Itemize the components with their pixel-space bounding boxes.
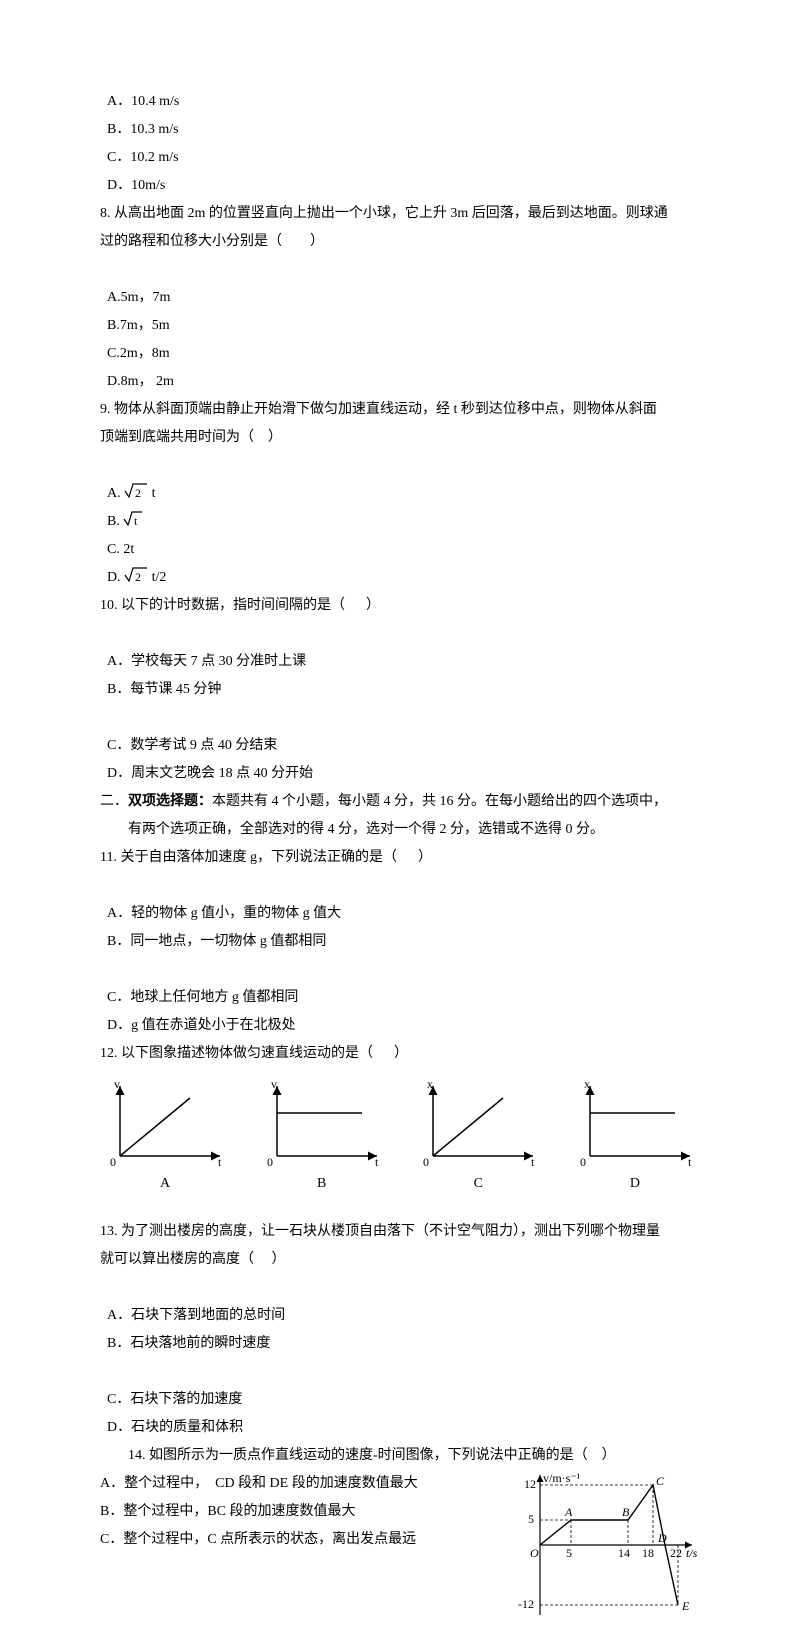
q10-d: D．周末文艺晚会 18 点 40 分开始 bbox=[107, 766, 313, 781]
svg-text:22: 22 bbox=[670, 1546, 682, 1560]
q11-row2: C．地球上任何地方 g 值都相同 D．g 值在赤道处小于在北极处 bbox=[100, 956, 700, 1040]
q11-row1: A．轻的物体 g 值小，重的物体 g 值大 B．同一地点，一切物体 g 值都相同 bbox=[100, 872, 700, 956]
svg-text:t/s: t/s bbox=[686, 1546, 698, 1560]
svg-text:A: A bbox=[564, 1505, 573, 1519]
chart-d-svg: x t 0 bbox=[570, 1078, 700, 1168]
q12-stem: 12. 以下图象描述物体做匀速直线运动的是（ ） bbox=[100, 1040, 700, 1068]
q9-d: D. 2 t/2 bbox=[107, 570, 166, 585]
svg-text:0: 0 bbox=[267, 1155, 273, 1168]
q13-a: A．石块下落到地面的总时间 bbox=[107, 1308, 285, 1323]
svg-text:t: t bbox=[375, 1155, 379, 1168]
svg-text:t: t bbox=[218, 1155, 222, 1168]
chart-a-label: A bbox=[160, 1170, 170, 1198]
svg-text:v: v bbox=[271, 1078, 277, 1091]
svg-text:-12: -12 bbox=[518, 1597, 534, 1611]
q13-row1: A．石块下落到地面的总时间 B．石块落地前的瞬时速度 bbox=[100, 1274, 700, 1358]
q7-d: D．10m/s bbox=[107, 178, 165, 193]
svg-text:2: 2 bbox=[135, 570, 141, 584]
q7-options: A．10.4 m/s B．10.3 m/s C．10.2 m/s D．10m/s bbox=[100, 60, 700, 200]
q13-d: D．石块的质量和体积 bbox=[107, 1420, 243, 1435]
q11-b: B．同一地点，一切物体 g 值都相同 bbox=[107, 934, 326, 949]
q13-stem-2: 就可以算出楼房的高度（ ） bbox=[100, 1246, 700, 1274]
svg-text:2: 2 bbox=[135, 486, 141, 500]
chart-b: v t 0 B bbox=[257, 1078, 387, 1198]
svg-text:O: O bbox=[530, 1546, 539, 1560]
chart-c: x t 0 C bbox=[413, 1078, 543, 1198]
sqrt2-icon: 2 bbox=[124, 482, 148, 500]
q8-a: A.5m，7m bbox=[107, 290, 170, 305]
q11-d: D．g 值在赤道处小于在北极处 bbox=[107, 1018, 296, 1033]
q8-stem-2: 过的路程和位移大小分别是（ ） bbox=[100, 228, 700, 256]
sqrtt-icon: t bbox=[123, 510, 143, 528]
sqrt2-icon: 2 bbox=[124, 566, 148, 584]
q8-b: B.7m，5m bbox=[107, 318, 170, 333]
svg-text:t: t bbox=[134, 514, 138, 528]
q11-a: A．轻的物体 g 值小，重的物体 g 值大 bbox=[107, 906, 341, 921]
q7-a: A．10.4 m/s bbox=[107, 94, 179, 109]
chart-d-label: D bbox=[630, 1170, 640, 1198]
svg-text:5: 5 bbox=[528, 1512, 534, 1526]
q14-graph: 12 5 -12 O 5 14 18 22 A B C D E v/m·s⁻¹ … bbox=[510, 1470, 700, 1636]
q12-charts: v t 0 A v t 0 B x t 0 C bbox=[100, 1078, 700, 1198]
svg-text:0: 0 bbox=[110, 1155, 116, 1168]
svg-text:5: 5 bbox=[566, 1546, 572, 1560]
q8-stem-1: 8. 从高出地面 2m 的位置竖直向上抛出一个小球，它上升 3m 后回落，最后到… bbox=[100, 200, 700, 228]
chart-a: v t 0 A bbox=[100, 1078, 230, 1198]
svg-text:0: 0 bbox=[580, 1155, 586, 1168]
svg-text:x: x bbox=[584, 1078, 590, 1091]
svg-text:t: t bbox=[531, 1155, 535, 1168]
q11-c: C．地球上任何地方 g 值都相同 bbox=[107, 990, 298, 1005]
svg-text:C: C bbox=[656, 1474, 665, 1488]
q11-stem: 11. 关于自由落体加速度 g，下列说法正确的是（ ） bbox=[100, 844, 700, 872]
svg-text:0: 0 bbox=[423, 1155, 429, 1168]
q13-b: B．石块落地前的瞬时速度 bbox=[107, 1336, 270, 1351]
q14-stem: 14. 如图所示为一质点作直线运动的速度-时间图像，下列说法中正确的是（ ） bbox=[100, 1442, 700, 1470]
q10-row1: A．学校每天 7 点 30 分准时上课 B．每节课 45 分钟 bbox=[100, 620, 700, 704]
q10-a: A．学校每天 7 点 30 分准时上课 bbox=[107, 654, 306, 669]
section2-title2: 有两个选项正确，全部选对的得 4 分，选对一个得 2 分，选错或不选得 0 分。 bbox=[100, 816, 700, 844]
svg-text:v/m·s⁻¹: v/m·s⁻¹ bbox=[543, 1471, 581, 1485]
q9-c: C. 2t bbox=[107, 542, 134, 557]
section2-title1: 二．双项选择题：本题共有 4 个小题，每小题 4 分，共 16 分。在每小题给出… bbox=[100, 788, 700, 816]
q13-row2: C．石块下落的加速度 D．石块的质量和体积 bbox=[100, 1358, 700, 1442]
q9-stem-1: 9. 物体从斜面顶端由静止开始滑下做匀加速直线运动，经 t 秒到达位移中点，则物… bbox=[100, 396, 700, 424]
q13-c: C．石块下落的加速度 bbox=[107, 1392, 242, 1407]
svg-text:12: 12 bbox=[524, 1477, 536, 1491]
q14-graph-svg: 12 5 -12 O 5 14 18 22 A B C D E v/m·s⁻¹ … bbox=[510, 1470, 700, 1625]
chart-d: x t 0 D bbox=[570, 1078, 700, 1198]
chart-c-label: C bbox=[474, 1170, 483, 1198]
q10-stem: 10. 以下的计时数据，指时间间隔的是（ ） bbox=[100, 592, 700, 620]
q9-options: A. 2 t B. t C. 2t D. 2 t/2 bbox=[100, 452, 700, 592]
q9-stem-2: 顶端到底端共用时间为（ ） bbox=[100, 424, 700, 452]
svg-text:E: E bbox=[681, 1599, 690, 1613]
chart-c-svg: x t 0 bbox=[413, 1078, 543, 1168]
q13-stem-1: 13. 为了测出楼房的高度，让一石块从楼顶自由落下（不计空气阻力），测出下列哪个… bbox=[100, 1218, 700, 1246]
q10-c: C．数学考试 9 点 40 分结束 bbox=[107, 738, 277, 753]
chart-a-svg: v t 0 bbox=[100, 1078, 230, 1168]
svg-text:B: B bbox=[622, 1505, 630, 1519]
q9-b: B. t bbox=[107, 514, 143, 529]
q7-b: B．10.3 m/s bbox=[107, 122, 179, 137]
q10-row2: C．数学考试 9 点 40 分结束 D．周末文艺晚会 18 点 40 分开始 bbox=[100, 704, 700, 788]
svg-text:D: D bbox=[657, 1531, 667, 1545]
svg-text:x: x bbox=[427, 1078, 433, 1091]
q8-c: C.2m，8m bbox=[107, 346, 170, 361]
svg-text:18: 18 bbox=[642, 1546, 654, 1560]
q9-a: A. 2 t bbox=[107, 486, 156, 501]
chart-b-svg: v t 0 bbox=[257, 1078, 387, 1168]
chart-b-label: B bbox=[317, 1170, 326, 1198]
svg-text:v: v bbox=[114, 1078, 120, 1091]
q8-options: A.5m，7m B.7m，5m C.2m，8m D.8m， 2m bbox=[100, 256, 700, 396]
q8-d: D.8m， 2m bbox=[107, 374, 174, 389]
svg-text:14: 14 bbox=[618, 1546, 630, 1560]
svg-text:t: t bbox=[688, 1155, 692, 1168]
q10-b: B．每节课 45 分钟 bbox=[107, 682, 221, 697]
q7-c: C．10.2 m/s bbox=[107, 150, 179, 165]
